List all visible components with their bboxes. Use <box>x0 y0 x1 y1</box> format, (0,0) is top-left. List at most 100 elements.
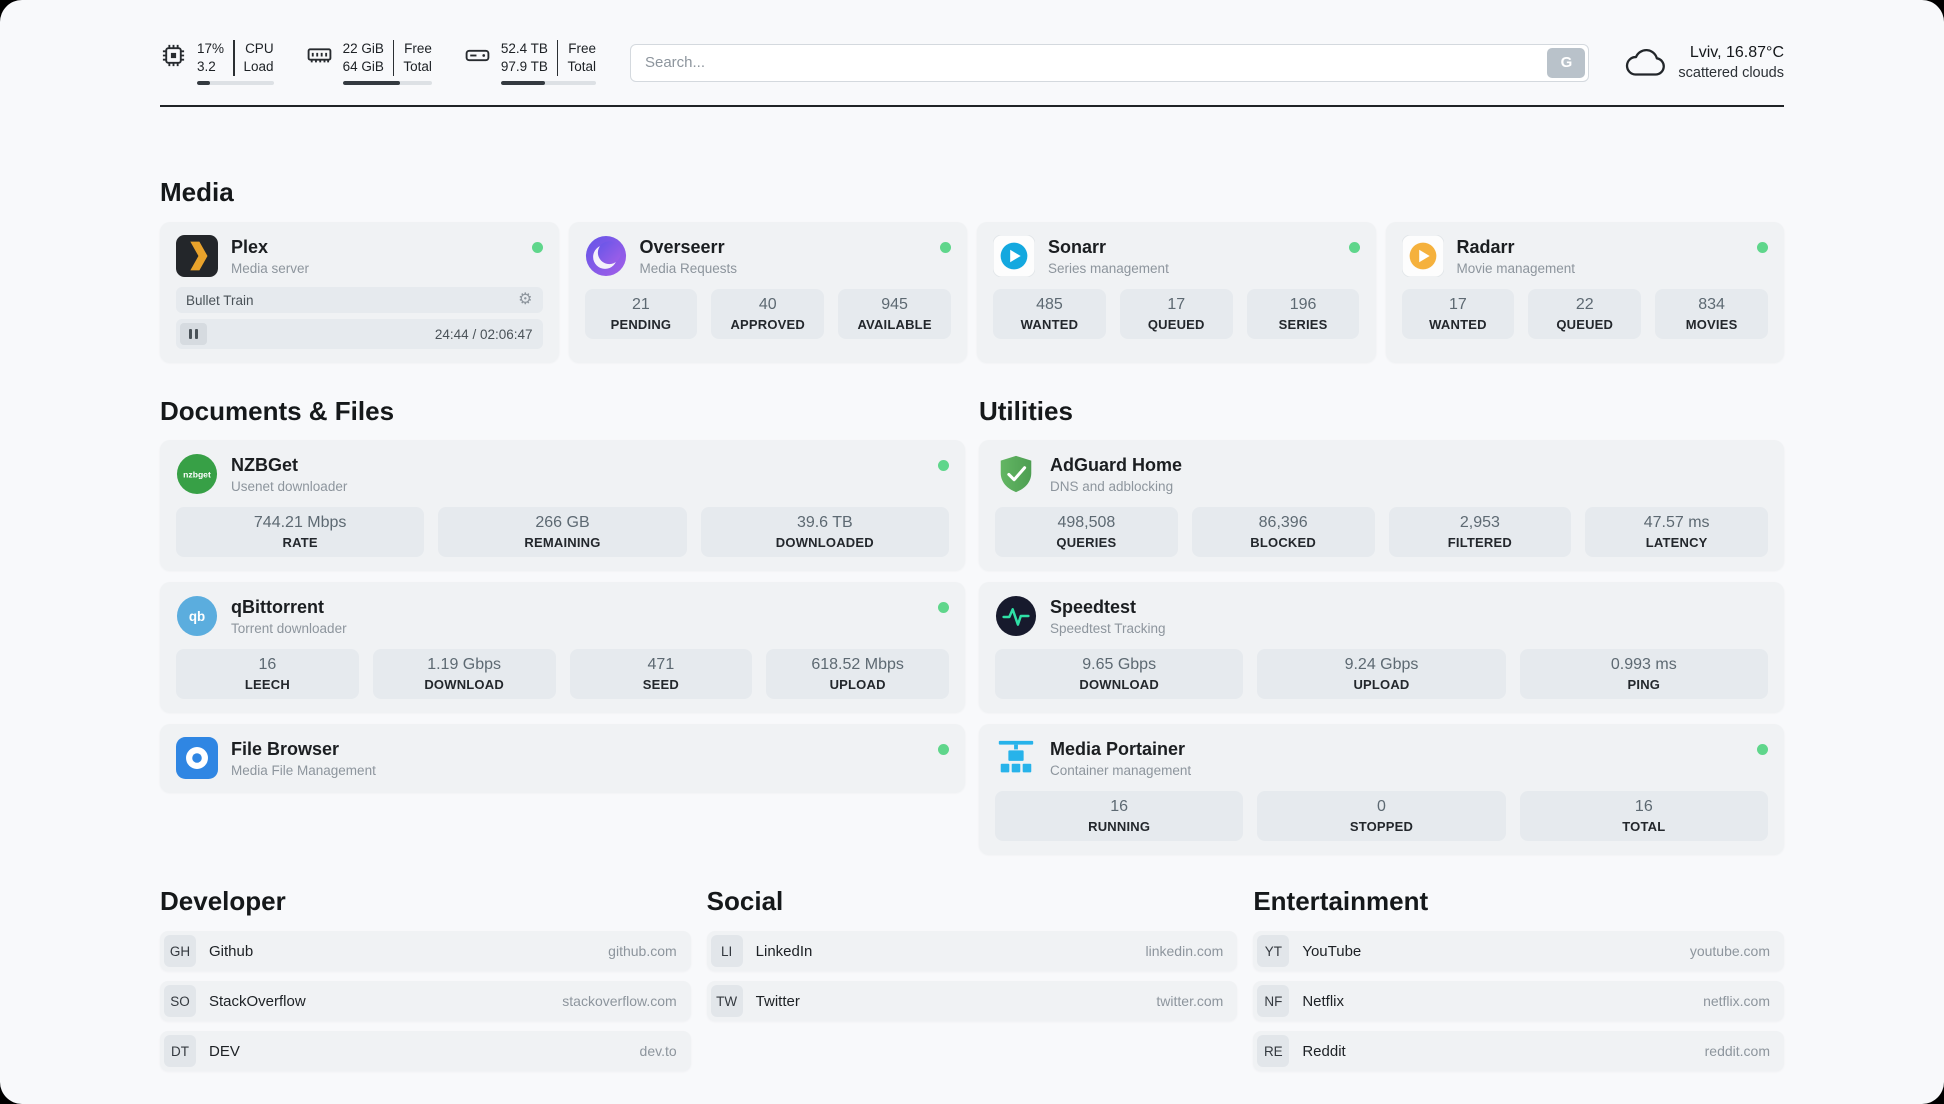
ram-total-label: Total <box>403 59 432 75</box>
stat-label: RATE <box>282 535 318 551</box>
app-card-sonarr[interactable]: Sonarr Series management 485 WANTED 17 Q… <box>977 222 1376 363</box>
developer-bookmarks: GH Github github.com SO StackOverflow st… <box>160 931 691 1072</box>
stat-label: WANTED <box>1020 317 1079 333</box>
app-card-overseerr[interactable]: Overseerr Media Requests 21 PENDING 40 A… <box>568 222 967 363</box>
stat-tile: 471 SEED <box>569 649 753 700</box>
bookmark-github[interactable]: GH Github github.com <box>160 931 691 972</box>
bookmark-url: stackoverflow.com <box>562 993 677 1010</box>
bookmark-badge: TW <box>710 985 743 1018</box>
cpu-progress-bar <box>197 81 274 86</box>
stat-label: DOWNLOAD <box>424 677 504 693</box>
app-name: qBittorrent <box>231 596 324 617</box>
bookmark-netflix[interactable]: NF Netflix netflix.com <box>1253 981 1784 1022</box>
app-name: AdGuard Home <box>1050 454 1183 475</box>
adguard-header[interactable]: AdGuard Home DNS and adblocking <box>995 453 1768 495</box>
monitor-divider <box>392 40 395 77</box>
stat-value: 16 <box>1110 798 1129 816</box>
bookmark-reddit[interactable]: RE Reddit reddit.com <box>1253 1031 1784 1072</box>
nzbget-meta: NZBGet Usenet downloader <box>231 455 347 494</box>
ram-labels: Free Total <box>403 40 432 76</box>
stat-value: 618.52 Mbps <box>811 656 904 674</box>
overseerr-header[interactable]: Overseerr Media Requests <box>585 235 951 277</box>
stat-tile: 0 STOPPED <box>1257 791 1506 842</box>
weather-location: Lviv, 16.87°C <box>1689 44 1784 62</box>
app-card-speedtest[interactable]: Speedtest Speedtest Tracking 9.65 Gbps D… <box>979 582 1784 713</box>
app-card-adguard[interactable]: AdGuard Home DNS and adblocking 498,508 … <box>979 440 1784 571</box>
sonarr-stats: 485 WANTED 17 QUEUED 196 SERIES <box>993 289 1360 340</box>
app-name: File Browser <box>231 738 340 759</box>
bookmark-name: Reddit <box>1302 1042 1346 1060</box>
app-card-portainer[interactable]: Media Portainer Container management 16 … <box>979 724 1784 855</box>
app-card-plex[interactable]: Plex Media server Bullet Train ⚙ 24:44 /… <box>160 222 559 363</box>
plex-header[interactable]: Plex Media server <box>176 235 543 278</box>
stat-tile: 22 QUEUED <box>1528 289 1642 340</box>
stat-label: QUERIES <box>1056 535 1117 551</box>
ram-progress-bar <box>342 81 432 86</box>
portainer-header[interactable]: Media Portainer Container management <box>995 737 1768 779</box>
bookmark-linkedin[interactable]: LI LinkedIn linkedin.com <box>706 931 1238 972</box>
bookmark-twitter[interactable]: TW Twitter twitter.com <box>706 981 1238 1022</box>
stat-value: 16 <box>258 656 277 674</box>
stat-tile: 744.21 Mbps RATE <box>176 507 425 558</box>
bookmark-name: DEV <box>209 1042 240 1060</box>
stat-label: WANTED <box>1429 317 1487 333</box>
adguard-shield-icon <box>995 453 1037 495</box>
social-column: Social LI LinkedIn linkedin.com TW Twitt… <box>706 886 1238 1071</box>
documents-column: Documents & Files nzbget NZBGet Usenet d… <box>160 396 965 854</box>
ram-values: 22 GiB 64 GiB <box>343 40 384 76</box>
stat-label: UPLOAD <box>1353 677 1410 693</box>
search-engine-button[interactable]: G <box>1547 47 1586 78</box>
app-card-filebrowser[interactable]: File Browser Media File Management <box>160 724 965 793</box>
adguard-meta: AdGuard Home DNS and adblocking <box>1050 455 1182 494</box>
ram-monitor-body: 22 GiB 64 GiB Free Total <box>342 40 432 86</box>
pause-button[interactable] <box>180 323 207 346</box>
bookmark-stackoverflow[interactable]: SO StackOverflow stackoverflow.com <box>160 981 691 1022</box>
bookmark-badge: LI <box>710 935 743 968</box>
cpu-progress-fill <box>197 81 211 86</box>
stat-tile: 945 AVAILABLE <box>838 289 951 340</box>
stat-label: QUEUED <box>1556 317 1614 333</box>
nzbget-header[interactable]: nzbget NZBGet Usenet downloader <box>176 453 949 495</box>
bookmark-dev[interactable]: DT DEV dev.to <box>160 1031 691 1072</box>
ram-progress-fill <box>342 81 400 86</box>
bookmark-badge: DT <box>164 1035 196 1068</box>
app-card-nzbget[interactable]: nzbget NZBGet Usenet downloader 744.21 M… <box>160 440 965 571</box>
portainer-crane-icon <box>995 737 1037 779</box>
stat-value: 21 <box>632 296 650 314</box>
stat-value: 471 <box>647 656 675 674</box>
search-bar: G <box>629 43 1590 82</box>
nzbget-icon: nzbget <box>176 453 218 495</box>
stat-tile: 498,508 QUERIES <box>995 507 1178 558</box>
qbittorrent-meta: qBittorrent Torrent downloader <box>231 597 347 636</box>
plex-meta: Plex Media server <box>231 237 309 276</box>
section-title-developer: Developer <box>160 886 286 917</box>
weather-text: Lviv, 16.87°C scattered clouds <box>1678 42 1784 83</box>
gear-icon[interactable]: ⚙ <box>518 291 533 309</box>
stat-label: APPROVED <box>730 317 806 333</box>
app-name: Plex <box>231 236 269 257</box>
sonarr-header[interactable]: Sonarr Series management <box>993 235 1360 278</box>
speedtest-header[interactable]: Speedtest Speedtest Tracking <box>995 595 1768 637</box>
app-card-radarr[interactable]: Radarr Movie management 17 WANTED 22 QUE… <box>1385 222 1784 363</box>
stat-value: 485 <box>1036 296 1063 314</box>
bookmark-badge: RE <box>1257 1035 1290 1068</box>
search-input[interactable] <box>629 43 1590 82</box>
stat-tile: 618.52 Mbps UPLOAD <box>766 649 949 700</box>
bookmark-url: reddit.com <box>1704 1043 1770 1060</box>
filebrowser-meta: File Browser Media File Management <box>231 739 376 778</box>
bookmark-badge: NF <box>1257 985 1290 1018</box>
bookmark-youtube[interactable]: YT YouTube youtube.com <box>1253 931 1784 972</box>
developer-column: Developer GH Github github.com SO StackO… <box>160 886 691 1072</box>
section-title-media: Media <box>160 177 234 208</box>
disk-free: 52.4 TB <box>500 41 548 56</box>
app-subtitle: Movie management <box>1456 260 1576 276</box>
stat-label: MOVIES <box>1685 317 1738 333</box>
bookmark-url: dev.to <box>639 1043 677 1060</box>
disk-progress-bar <box>500 81 596 86</box>
app-subtitle: Series management <box>1048 260 1169 276</box>
qbittorrent-header[interactable]: qb qBittorrent Torrent downloader <box>176 595 949 637</box>
filebrowser-header[interactable]: File Browser Media File Management <box>176 737 949 780</box>
radarr-icon <box>1401 235 1444 278</box>
radarr-header[interactable]: Radarr Movie management <box>1401 235 1768 278</box>
app-card-qbittorrent[interactable]: qb qBittorrent Torrent downloader 16 <box>160 582 965 713</box>
